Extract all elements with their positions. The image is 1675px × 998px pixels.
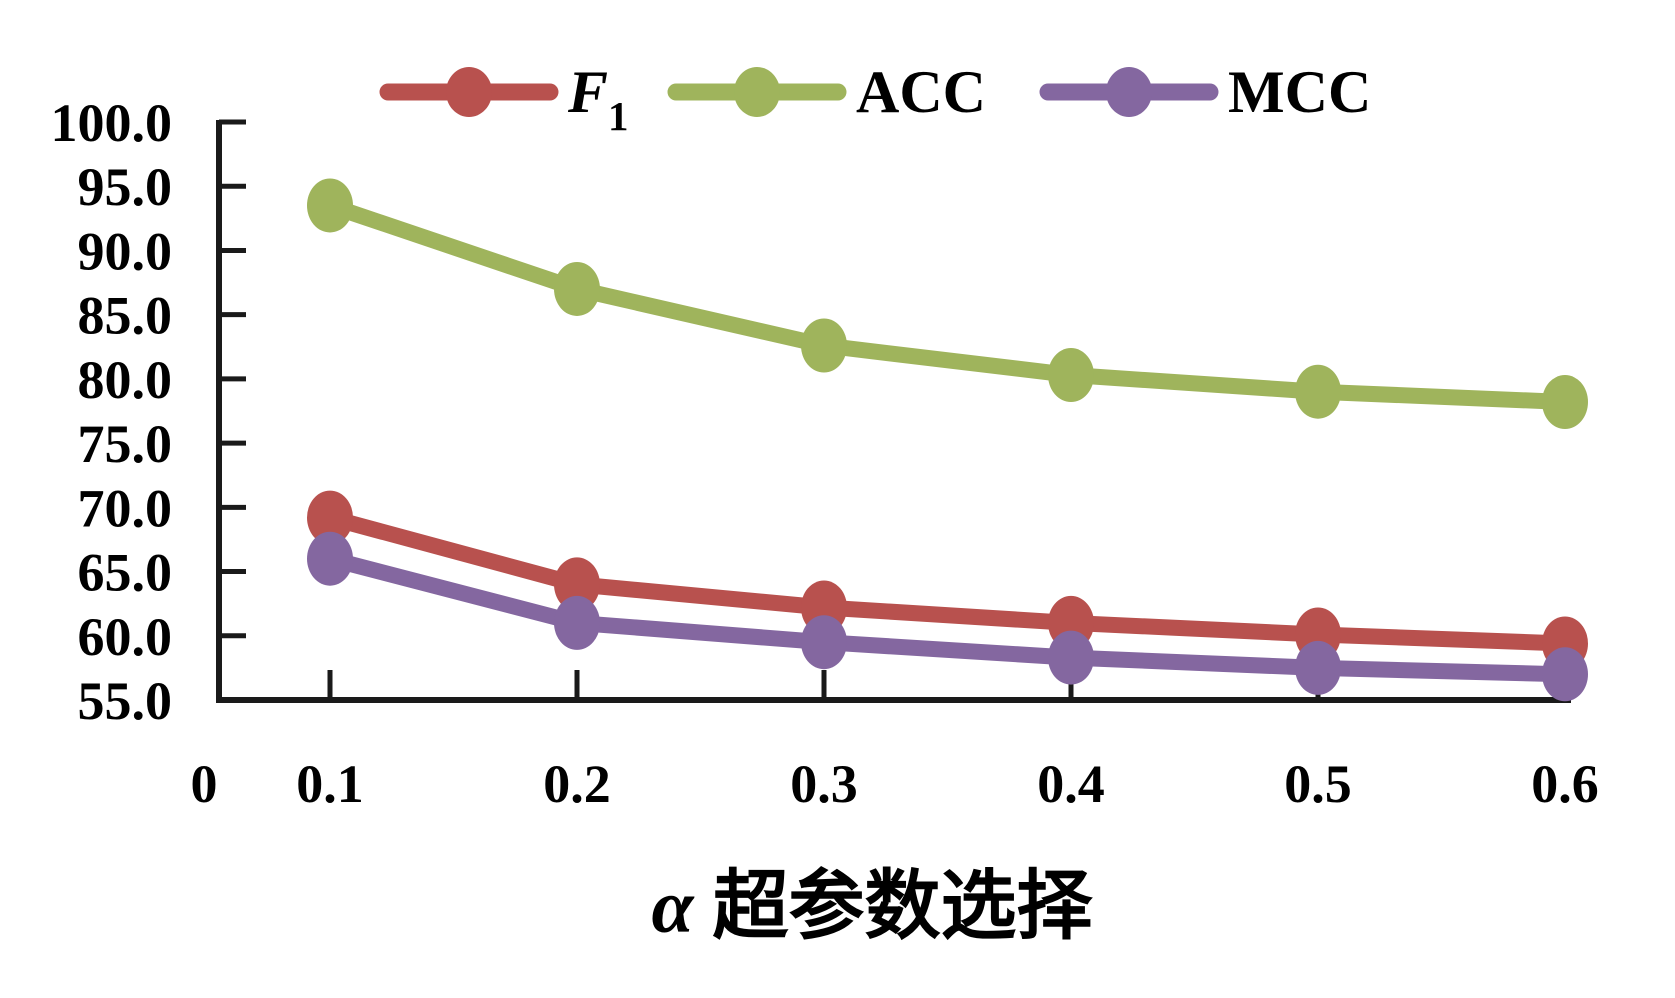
legend-label-f1: F1 (567, 59, 629, 139)
legend-item-acc: ACC (667, 59, 986, 125)
legend-item-mcc: MCC (1039, 59, 1371, 125)
data-point-MCC-0.3 (801, 615, 847, 670)
y-tick-label-90: 90.0 (78, 221, 173, 281)
data-point-MCC-0.4 (1048, 630, 1094, 685)
x-tick-label-0.6: 0.6 (1531, 754, 1599, 814)
x-origin-label: 0 (191, 754, 218, 814)
y-tick-label-65: 65.0 (78, 543, 173, 603)
data-point-ACC-0.3 (801, 318, 847, 373)
x-tick-label-0.3: 0.3 (790, 754, 858, 814)
y-tick-label-80: 80.0 (78, 350, 173, 410)
data-point-F1-0.2 (554, 557, 600, 612)
x-tick-label-0.4: 0.4 (1037, 754, 1105, 814)
y-tick-label-95: 95.0 (78, 157, 173, 217)
data-point-MCC-0.2 (554, 595, 600, 650)
data-point-ACC-0.4 (1048, 348, 1094, 403)
y-tick-label-75: 75.0 (78, 414, 173, 474)
data-point-MCC-0.1 (307, 531, 353, 586)
data-point-ACC-0.1 (307, 178, 353, 233)
legend-marker-f1 (446, 67, 492, 117)
x-tick-label-0.1: 0.1 (296, 754, 364, 814)
data-point-ACC-0.6 (1542, 375, 1588, 430)
data-point-MCC-0.5 (1295, 640, 1341, 695)
legend-marker-acc (734, 67, 780, 117)
series-line-F1 (322, 509, 1573, 652)
x-axis-title: α 超参数选择 (651, 865, 1093, 949)
legend-marker-mcc (1106, 67, 1152, 117)
series-line-MCC (322, 550, 1573, 683)
data-point-ACC-0.2 (554, 261, 600, 316)
x-tick-label-0.5: 0.5 (1284, 754, 1352, 814)
series-line-ACC (322, 197, 1573, 411)
x-tick-label-0.2: 0.2 (543, 754, 611, 814)
y-tick-label-100: 100.0 (51, 93, 173, 153)
y-tick-label-85: 85.0 (78, 286, 173, 346)
data-point-MCC-0.6 (1542, 647, 1588, 702)
y-tick-label-70: 70.0 (78, 478, 173, 538)
y-tick-label-60: 60.0 (78, 607, 173, 667)
legend-label-mcc: MCC (1228, 59, 1371, 125)
y-tick-label-55: 55.0 (78, 671, 173, 731)
data-point-F1-0.1 (307, 490, 353, 545)
data-point-ACC-0.5 (1295, 364, 1341, 419)
legend-item-f1: F1 (379, 59, 629, 139)
legend-label-acc: ACC (856, 59, 986, 125)
